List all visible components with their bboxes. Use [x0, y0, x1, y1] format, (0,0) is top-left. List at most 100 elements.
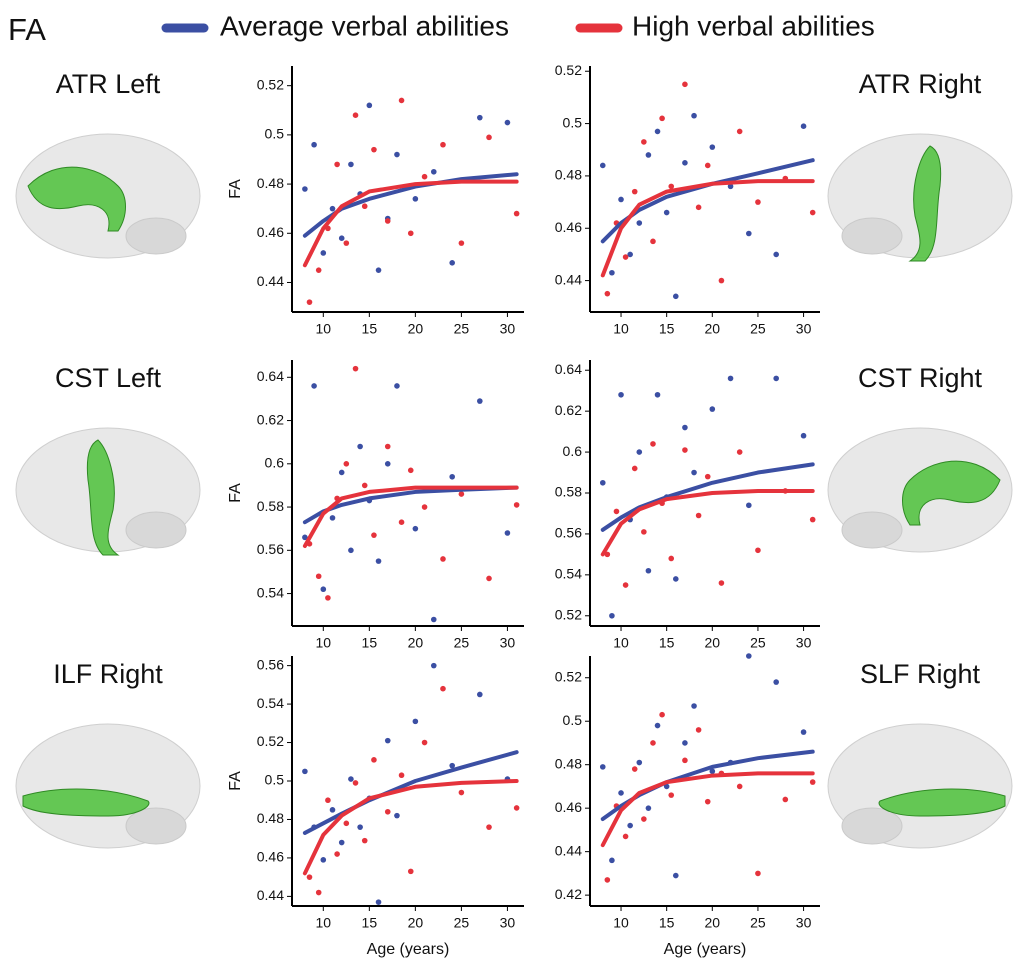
data-point — [458, 240, 465, 246]
data-point — [709, 768, 716, 775]
data-point — [430, 168, 437, 175]
data-point — [613, 508, 620, 515]
fit-line — [302, 172, 519, 238]
data-point — [384, 443, 391, 450]
data-point — [727, 375, 734, 382]
data-point — [302, 186, 308, 192]
data-point — [398, 519, 405, 525]
legend-label: Average verbal abilities — [220, 10, 509, 41]
data-point — [371, 532, 377, 538]
y-tick-label: 0.46 — [555, 219, 582, 235]
x-tick-label: 20 — [408, 635, 424, 651]
legend-label: High verbal abilities — [632, 10, 875, 41]
brain-illustration — [15, 133, 201, 259]
data-point — [609, 857, 615, 864]
tract — [908, 145, 942, 262]
x-tick-label: 25 — [750, 915, 766, 931]
data-point — [325, 797, 331, 804]
data-point — [682, 81, 688, 88]
data-point — [672, 872, 679, 879]
data-point — [659, 115, 665, 122]
data-point — [650, 740, 656, 746]
data-point — [458, 789, 465, 796]
data-point — [654, 128, 661, 135]
data-point — [375, 899, 382, 905]
data-point — [421, 739, 428, 746]
data-point — [320, 586, 327, 593]
brain-illustration — [827, 427, 1013, 553]
data-point — [782, 796, 789, 803]
y-tick-label: 0.44 — [555, 842, 582, 858]
y-tick-label: 0.48 — [555, 755, 582, 771]
x-tick-label: 10 — [613, 635, 629, 651]
data-point — [800, 432, 807, 439]
x-tick-label: 20 — [408, 321, 424, 337]
x-tick-label: 10 — [316, 321, 332, 337]
data-point — [622, 833, 629, 840]
data-point — [375, 558, 382, 564]
data-point — [599, 764, 606, 770]
x-tick-label: 15 — [659, 635, 675, 651]
y-tick-label: 0.46 — [555, 799, 582, 815]
x-tick-label: 30 — [500, 321, 516, 337]
data-point — [636, 759, 643, 766]
x-axis-label: Age (years) — [664, 941, 747, 958]
data-point — [704, 798, 711, 805]
fit-line — [302, 179, 519, 268]
data-point — [631, 465, 638, 472]
brain-illustration — [15, 723, 201, 849]
data-point — [384, 461, 391, 467]
data-point — [599, 479, 606, 486]
data-point — [329, 807, 336, 813]
data-point — [641, 816, 647, 822]
y-tick-label: 0.58 — [555, 484, 582, 500]
cerebellum — [125, 217, 187, 255]
data-point — [755, 547, 761, 554]
data-point — [682, 740, 688, 746]
panel-title: ILF Right — [53, 659, 163, 689]
y-tick-label: 0.56 — [257, 541, 284, 557]
data-point — [348, 547, 354, 554]
data-point — [727, 183, 734, 190]
x-tick-label: 20 — [408, 915, 424, 931]
y-tick-label: 0.54 — [257, 584, 284, 600]
y-tick-label: 0.5 — [265, 772, 285, 788]
y-tick-label: 0.44 — [257, 273, 284, 289]
x-tick-label: 30 — [796, 321, 812, 337]
data-point — [348, 161, 354, 168]
data-point — [650, 238, 656, 245]
y-tick-label: 0.46 — [257, 849, 284, 865]
y-tick-label: 0.5 — [563, 712, 583, 728]
data-point — [302, 768, 308, 775]
data-point — [371, 146, 377, 153]
data-point — [736, 128, 743, 135]
y-tick-label: 0.54 — [257, 695, 284, 711]
x-axis-label: Age (years) — [367, 941, 450, 958]
data-point — [421, 504, 428, 510]
cerebellum — [841, 807, 903, 845]
data-point — [773, 679, 779, 685]
data-point — [352, 112, 359, 118]
fit-line — [600, 462, 815, 532]
data-point — [486, 824, 492, 830]
fit-line — [302, 779, 519, 876]
x-tick-label: 25 — [750, 635, 766, 651]
y-axis-label: FA — [227, 771, 244, 791]
fit-line — [600, 749, 815, 822]
data-point — [636, 449, 643, 455]
data-point — [746, 230, 752, 237]
data-point — [334, 161, 340, 168]
x-tick-label: 10 — [613, 321, 629, 337]
data-point — [412, 525, 419, 532]
y-tick-label: 0.46 — [257, 224, 284, 240]
data-point — [663, 783, 670, 790]
data-point — [394, 812, 400, 819]
x-tick-label: 20 — [705, 635, 721, 651]
data-point — [695, 204, 702, 211]
brain-illustration — [827, 723, 1013, 849]
data-point — [361, 203, 368, 210]
x-tick-label: 15 — [659, 321, 675, 337]
data-point — [352, 365, 359, 372]
data-point — [645, 567, 652, 574]
